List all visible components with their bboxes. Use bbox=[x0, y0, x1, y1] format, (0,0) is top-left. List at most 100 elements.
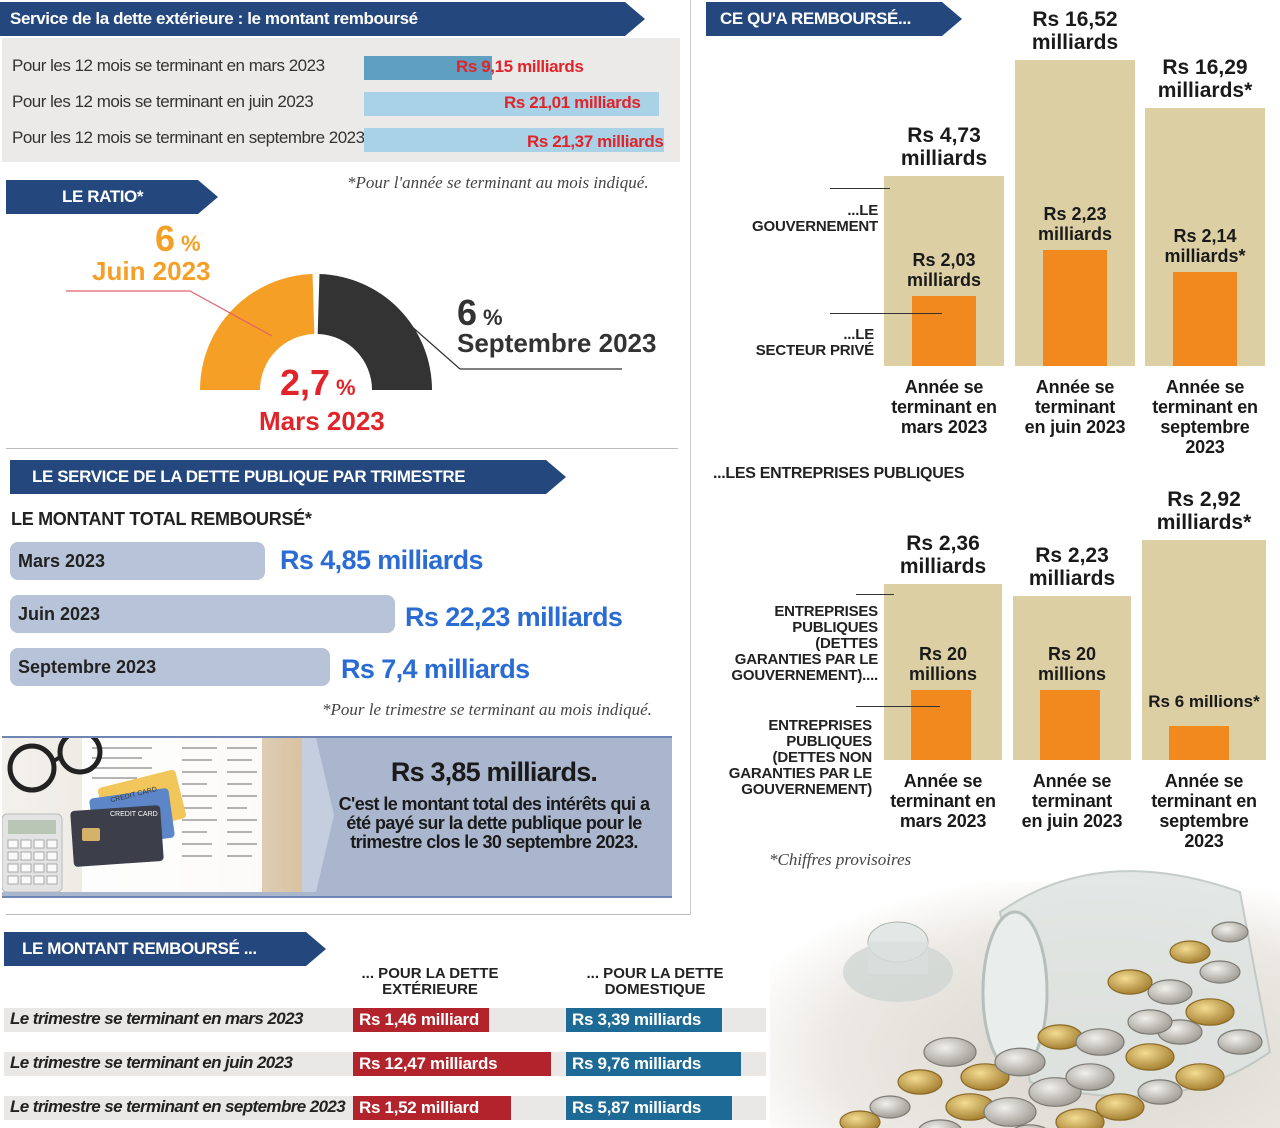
public-debt-note: *Pour le trimestre se terminant au mois … bbox=[322, 700, 652, 719]
gauge-segment-septembre bbox=[317, 274, 432, 390]
coin bbox=[1127, 1009, 1173, 1035]
public-debt-pill: Juin 2023 bbox=[10, 595, 395, 633]
ext-debt-value: Rs 21,37 milliards bbox=[527, 132, 664, 151]
public-debt-value: Rs 4,85 milliards bbox=[280, 545, 484, 575]
interest-arrow bbox=[302, 738, 340, 892]
ext-amount-tag: Rs 12,47 milliards bbox=[353, 1052, 551, 1076]
juin-ratio-label: Juin 2023 bbox=[92, 256, 211, 286]
public-debt-value: Rs 7,4 milliards bbox=[341, 654, 530, 684]
coin bbox=[1014, 1124, 1046, 1128]
coin-jar-photo bbox=[770, 870, 1280, 1128]
ext-debt-row-label: Pour les 12 mois se terminant en septemb… bbox=[12, 128, 365, 147]
gov-leader-line bbox=[830, 188, 890, 189]
public-debt-pill: Septembre 2023 bbox=[10, 648, 330, 686]
public-debt-value: Rs 22,23 milliards bbox=[405, 602, 623, 632]
table-row-label: Le trimestre se terminant en juin 2023 bbox=[10, 1053, 293, 1072]
public-debt-pill: Mars 2023 bbox=[10, 542, 265, 580]
sept-ratio-value: 6% bbox=[457, 292, 503, 333]
private-bar bbox=[912, 296, 976, 366]
non-guaranteed-side-label: ENTREPRISES PUBLIQUES (DETTES NON GARANTIES… bbox=[728, 717, 872, 798]
mars-ratio-label: Mars 2023 bbox=[259, 406, 385, 436]
jar-lid bbox=[843, 921, 953, 1002]
non-guaranteed-value-label: Rs 20 millions bbox=[908, 644, 977, 684]
gov-value-label: Rs 16,52 milliards bbox=[1031, 8, 1119, 54]
juin-ratio-value: 6% bbox=[155, 218, 201, 259]
section-divider bbox=[6, 914, 690, 915]
non-guaranteed-value-label: Rs 6 millions* bbox=[1148, 692, 1260, 711]
year-label: Année se terminant en septembre 2023 bbox=[1152, 377, 1258, 457]
guaranteed-side-label: ENTREPRISES PUBLIQUES (DETTES GARANTIES PAR… bbox=[731, 603, 878, 684]
ext-amount-tag: Rs 1,52 milliard bbox=[353, 1096, 511, 1120]
gov-side-label: ...LE GOUVERNEMENT bbox=[752, 202, 878, 235]
coin bbox=[1211, 921, 1249, 943]
credit-cards-icon: CREDIT CARD CREDIT CARD bbox=[70, 769, 187, 867]
table-row-label: Le trimestre se terminant en mars 2023 bbox=[10, 1009, 303, 1028]
guaranteed-bar bbox=[1142, 540, 1266, 760]
coins-icon bbox=[839, 921, 1263, 1128]
juin-leader-line bbox=[189, 290, 273, 337]
table-row-label: Le trimestre se terminant en septembre 2… bbox=[10, 1097, 346, 1116]
coin bbox=[1065, 1063, 1115, 1091]
ext-debt-value: Rs 9,15 milliards bbox=[456, 57, 584, 76]
coin bbox=[1125, 1043, 1175, 1071]
ext-debt-note: *Pour l'année se terminant au mois indiq… bbox=[347, 173, 649, 192]
mars-ratio-value: 2,7% bbox=[280, 362, 356, 403]
public-debt-subtitle: LE MONTANT TOTAL REMBOURSÉ* bbox=[11, 509, 312, 529]
private-value-label: Rs 2,23 milliards bbox=[1037, 204, 1113, 244]
public-companies-title: ...LES ENTREPRISES PUBLIQUES bbox=[713, 465, 965, 482]
public-debt-banner: LE SERVICE DE LA DETTE PUBLIQUE PAR TRIM… bbox=[10, 460, 566, 494]
svg-text:CREDIT CARD: CREDIT CARD bbox=[110, 811, 158, 818]
ext-debt-bar bbox=[364, 92, 659, 116]
coin bbox=[1075, 1028, 1125, 1056]
ext-debt-bar bbox=[364, 128, 664, 152]
repaid-banner: CE QU'A REMBOURSÉ... bbox=[706, 2, 962, 36]
private-bar bbox=[1173, 272, 1237, 366]
private-leader-line bbox=[830, 313, 942, 314]
ratio-banner: LE RATIO* bbox=[6, 180, 218, 214]
coin bbox=[1199, 960, 1241, 984]
coin bbox=[994, 1047, 1046, 1077]
ratio-gauge bbox=[66, 274, 622, 390]
coin bbox=[1175, 1063, 1225, 1091]
amount-banner: LE MONTANT REMBOURSÉ ... bbox=[4, 932, 326, 966]
private-side-label: ...LE SECTEUR PRIVÉ bbox=[755, 326, 874, 359]
coin bbox=[1107, 969, 1153, 995]
guaranteed-leader-line bbox=[856, 594, 894, 595]
coin bbox=[918, 1119, 962, 1128]
section-divider bbox=[690, 0, 691, 915]
guaranteed-value-label: Rs 2,23 milliards bbox=[1028, 544, 1116, 590]
coin bbox=[839, 1110, 881, 1128]
coin bbox=[869, 1095, 911, 1119]
coin bbox=[960, 1063, 1010, 1091]
gauge-segment-juin bbox=[200, 274, 315, 390]
coin bbox=[983, 1097, 1037, 1127]
private-value-label: Rs 2,14 milliards* bbox=[1164, 226, 1246, 266]
non-guaranteed-value-label: Rs 20 millions bbox=[1037, 644, 1106, 684]
desk-photo: CREDIT CARD CREDIT CARD bbox=[2, 738, 302, 892]
coin bbox=[1185, 998, 1235, 1026]
coin bbox=[1055, 1108, 1105, 1128]
year-label: Année se terminant en mars 2023 bbox=[890, 771, 996, 831]
dom-amount-tag: Rs 3,39 milliards bbox=[566, 1008, 722, 1032]
non-guaranteed-bar bbox=[1169, 726, 1229, 760]
ext-debt-bar bbox=[364, 56, 492, 80]
non-guaranteed-leader-line bbox=[856, 706, 940, 707]
coin bbox=[1217, 1029, 1263, 1055]
col-header-domestique: ... POUR LA DETTE DOMESTIQUE bbox=[586, 965, 724, 998]
sept-ratio-label: Septembre 2023 bbox=[457, 328, 657, 358]
coin bbox=[923, 1037, 977, 1067]
glasses-icon bbox=[7, 738, 103, 793]
private-bar bbox=[1043, 250, 1107, 366]
private-value-label: Rs 2,03 milliards bbox=[906, 250, 982, 290]
guaranteed-value-label: Rs 2,92 milliards* bbox=[1156, 488, 1252, 534]
guaranteed-value-label: Rs 2,36 milliards bbox=[899, 532, 987, 578]
dom-amount-tag: Rs 9,76 milliards bbox=[566, 1052, 741, 1076]
coin bbox=[1147, 979, 1193, 1005]
col-header-exterieure: ... POUR LA DETTE EXTÉRIEURE bbox=[361, 965, 499, 998]
coin bbox=[1037, 1024, 1083, 1050]
external-debt-banner: Service de la dette extérieure : le mont… bbox=[0, 2, 645, 36]
non-guaranteed-bar bbox=[911, 690, 971, 760]
calculator-icon bbox=[2, 813, 63, 892]
sept-leader-line bbox=[409, 324, 461, 370]
year-label: Année se terminant en juin 2023 bbox=[1021, 771, 1123, 831]
